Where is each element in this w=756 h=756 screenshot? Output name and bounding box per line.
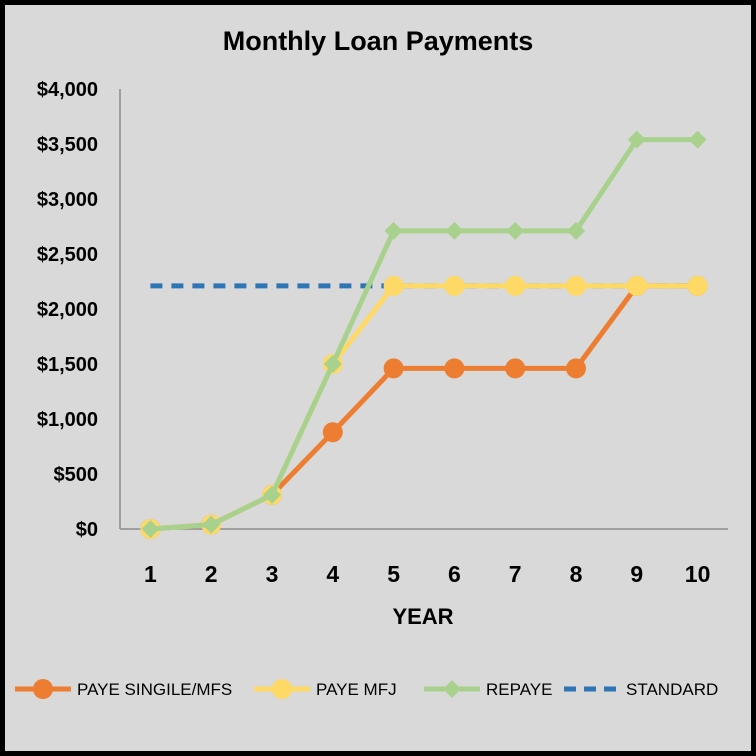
data-point xyxy=(323,355,342,373)
legend-item-paye-mfj: PAYE MFJ xyxy=(254,679,397,699)
y-tick-label: $1,000 xyxy=(37,409,98,431)
data-point xyxy=(687,275,708,296)
y-tick-label: $4,000 xyxy=(37,79,98,101)
data-point xyxy=(626,275,647,296)
series-layer xyxy=(140,130,708,539)
data-point xyxy=(322,422,343,443)
data-point xyxy=(627,130,646,149)
legend-swatch-marker xyxy=(33,679,53,699)
data-point xyxy=(263,485,281,504)
x-axis-tick-labels: 1 2 3 4 5 6 7 8 9 10 xyxy=(144,561,710,587)
x-tick-label: 10 xyxy=(685,561,711,587)
series-paye-singile-mfs xyxy=(140,275,708,539)
data-point xyxy=(506,221,525,240)
y-tick-label: $2,500 xyxy=(37,244,98,266)
x-tick-label: 3 xyxy=(266,561,279,587)
y-tick-label: $500 xyxy=(54,464,99,486)
data-point xyxy=(444,358,465,379)
x-tick-label: 6 xyxy=(448,561,461,587)
legend-swatch-marker xyxy=(443,680,461,698)
data-point xyxy=(505,275,526,296)
data-point xyxy=(384,221,403,240)
legend-item-paye-singile-mfs: PAYE SINGILE/MFS xyxy=(15,679,232,699)
y-tick-label: $2,000 xyxy=(37,299,98,321)
data-point xyxy=(688,130,707,149)
y-tick-label: $3,000 xyxy=(37,189,98,211)
data-point xyxy=(566,358,586,379)
x-tick-label: 5 xyxy=(387,561,400,587)
data-point xyxy=(445,221,464,240)
x-tick-label: 2 xyxy=(205,561,218,587)
data-point xyxy=(141,520,160,538)
x-tick-label: 4 xyxy=(326,561,339,587)
y-tick-label: $1,500 xyxy=(37,354,98,376)
x-tick-label: 8 xyxy=(570,561,583,587)
legend-item-repaye: REPAYE xyxy=(424,680,552,699)
series-line xyxy=(150,283,698,532)
y-tick-label: $3,500 xyxy=(37,134,98,156)
series-repaye xyxy=(141,130,707,538)
legend-item-standard: STANDARD xyxy=(564,680,718,699)
series-paye-mfj xyxy=(140,275,708,539)
y-tick-label: $0 xyxy=(76,519,98,541)
legend-label: REPAYE xyxy=(486,680,552,699)
x-axis-title: YEAR xyxy=(392,604,453,629)
x-tick-label: 7 xyxy=(509,561,522,587)
chart-title: Monthly Loan Payments xyxy=(223,26,534,56)
x-tick-label: 1 xyxy=(144,561,157,587)
legend: PAYE SINGILE/MFS PAYE MFJ REPAYE STANDARD xyxy=(15,679,718,699)
y-axis-tick-labels: $0 $500 $1,000 $1,500 $2,000 $2,500 $3,000 $3,5… xyxy=(37,79,98,541)
x-tick-label: 9 xyxy=(630,561,643,587)
data-point xyxy=(566,275,586,296)
data-point xyxy=(567,221,585,240)
series-line xyxy=(150,137,698,532)
legend-label: PAYE SINGILE/MFS xyxy=(77,680,232,699)
data-point xyxy=(383,275,404,296)
data-point xyxy=(202,515,221,534)
legend-label: STANDARD xyxy=(626,680,718,699)
series-line xyxy=(150,283,698,532)
data-point xyxy=(444,275,465,296)
data-point xyxy=(383,358,404,379)
legend-swatch-marker xyxy=(272,679,292,699)
data-point xyxy=(505,358,526,379)
legend-label: PAYE MFJ xyxy=(316,680,397,699)
